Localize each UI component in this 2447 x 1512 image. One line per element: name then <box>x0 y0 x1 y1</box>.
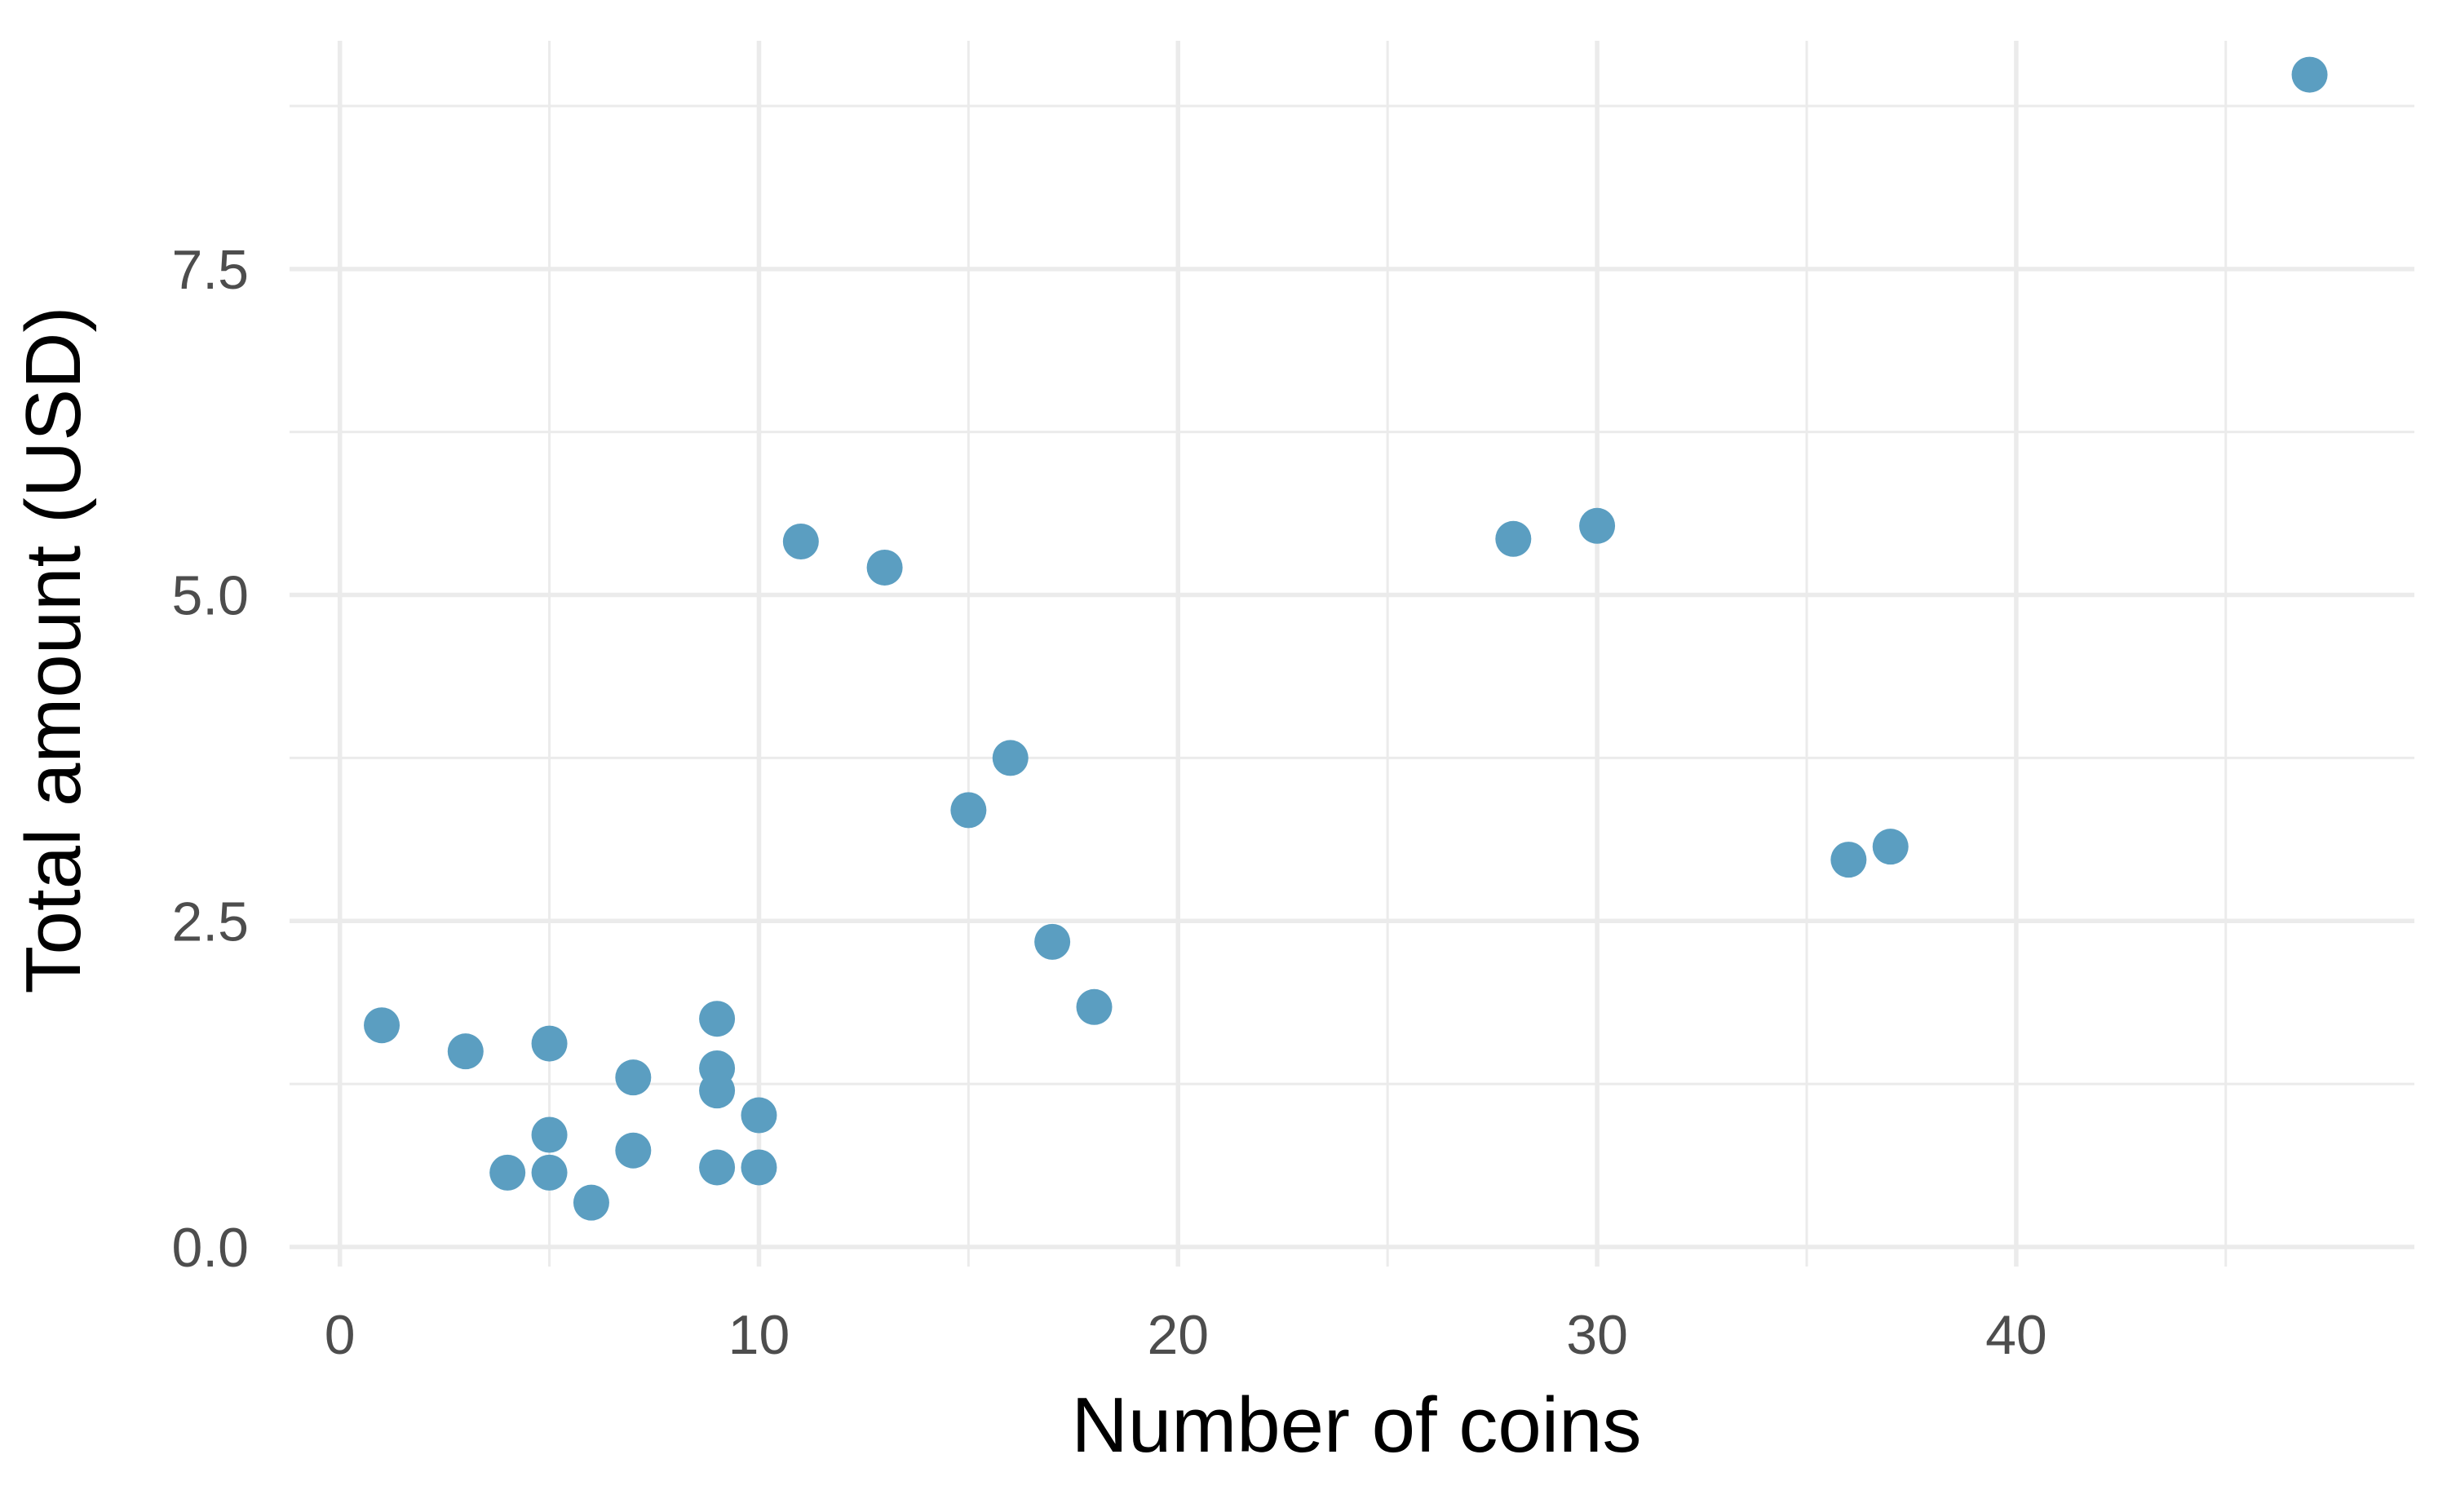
y-tick-label: 0.0 <box>171 1217 249 1279</box>
y-axis-tick-labels: 0.0 2.5 5.0 7.5 <box>171 239 249 1279</box>
data-point <box>741 1097 777 1134</box>
data-point <box>1872 829 1909 865</box>
data-point <box>615 1059 652 1096</box>
data-point <box>1034 923 1071 960</box>
x-tick-label: 20 <box>1147 1304 1209 1366</box>
data-point <box>531 1116 568 1153</box>
y-tick-label: 7.5 <box>171 239 249 301</box>
data-point <box>531 1025 568 1062</box>
data-point <box>699 1149 736 1186</box>
major-grid <box>290 41 2414 1267</box>
data-point <box>489 1154 526 1191</box>
data-point <box>531 1154 568 1191</box>
data-point <box>1579 507 1616 544</box>
data-point <box>699 1001 736 1037</box>
x-tick-label: 10 <box>728 1304 790 1366</box>
data-point <box>1495 520 1532 557</box>
x-tick-label: 40 <box>1985 1304 2047 1366</box>
data-point <box>782 523 819 559</box>
data-point <box>447 1033 484 1070</box>
data-point <box>1076 988 1113 1025</box>
y-tick-label: 2.5 <box>171 891 249 953</box>
data-point <box>866 549 903 586</box>
y-axis-title: Total amount (USD) <box>10 307 97 994</box>
data-point <box>992 740 1029 776</box>
data-point <box>2291 56 2328 93</box>
data-point <box>573 1184 609 1221</box>
x-tick-label: 0 <box>325 1304 356 1366</box>
x-tick-label: 30 <box>1566 1304 1628 1366</box>
data-point <box>615 1132 652 1169</box>
data-points <box>364 56 2328 1221</box>
data-point <box>741 1149 777 1186</box>
data-point <box>1830 842 1867 878</box>
data-point <box>950 792 987 829</box>
data-point <box>364 1007 400 1044</box>
data-point <box>699 1072 736 1109</box>
x-axis-title: Number of coins <box>1072 1382 1642 1469</box>
y-tick-label: 5.0 <box>171 565 249 627</box>
x-axis-tick-labels: 0 10 20 30 40 <box>325 1304 2047 1366</box>
